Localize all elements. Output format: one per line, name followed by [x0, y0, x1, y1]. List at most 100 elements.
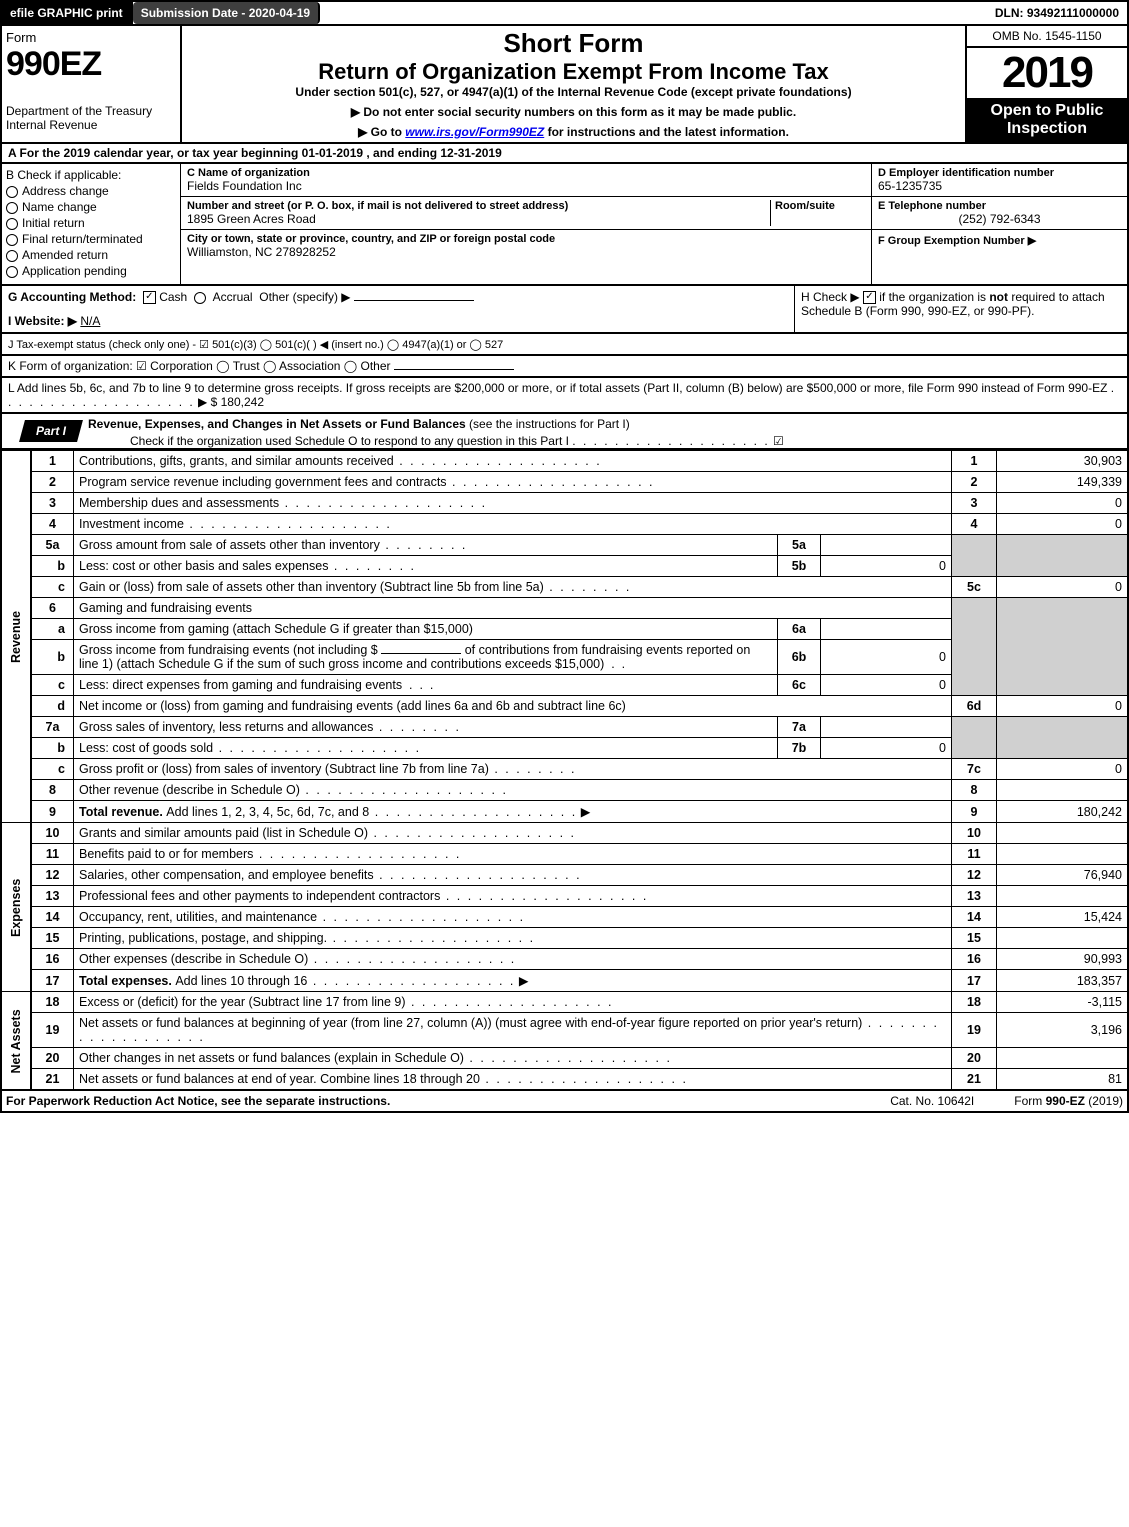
line-1-rn: 1 — [952, 451, 997, 472]
line-15-val — [997, 928, 1129, 949]
top-bar: efile GRAPHIC print Submission Date - 20… — [0, 0, 1129, 24]
ein-value: 65-1235735 — [878, 179, 1121, 193]
shaded-cell — [997, 717, 1129, 759]
line-12-val: 76,940 — [997, 865, 1129, 886]
line-6d-val: 0 — [997, 696, 1129, 717]
line-9-num: 9 — [31, 801, 74, 823]
phone-value: (252) 792-6343 — [878, 212, 1121, 226]
line-6c-num: c — [31, 675, 74, 696]
line-10-desc: Grants and similar amounts paid (list in… — [79, 826, 368, 840]
part-1-suffix: (see the instructions for Part I) — [469, 417, 630, 431]
box-g: G Accounting Method: Cash Accrual Other … — [2, 286, 794, 332]
under-section: Under section 501(c), 527, or 4947(a)(1)… — [188, 85, 959, 99]
check-cash[interactable] — [143, 291, 156, 304]
irs-link[interactable]: www.irs.gov/Form990EZ — [405, 125, 544, 139]
cash-label: Cash — [159, 290, 187, 304]
line-5b-iv: 0 — [821, 556, 952, 577]
row-gh: G Accounting Method: Cash Accrual Other … — [0, 286, 1129, 334]
cat-number: Cat. No. 10642I — [890, 1094, 974, 1108]
line-12-rn: 12 — [952, 865, 997, 886]
line-19-desc: Net assets or fund balances at beginning… — [79, 1016, 862, 1030]
line-17-num: 17 — [31, 970, 74, 992]
check-name-change[interactable]: Name change — [6, 200, 176, 214]
line-7a-num: 7a — [31, 717, 74, 738]
line-4-num: 4 — [31, 514, 74, 535]
page-footer: For Paperwork Reduction Act Notice, see … — [0, 1091, 1129, 1113]
schedule-o-check[interactable]: ☑ — [773, 434, 784, 448]
group-exempt-label: F Group Exemption Number ▶ — [878, 235, 1036, 247]
header-center: Short Form Return of Organization Exempt… — [182, 26, 967, 142]
efile-print-button[interactable]: efile GRAPHIC print — [2, 2, 133, 24]
shaded-cell — [952, 535, 997, 577]
check-schedule-b[interactable] — [863, 291, 876, 304]
accounting-method-label: G Accounting Method: — [8, 290, 136, 304]
part-1-table: Revenue 1 Contributions, gifts, grants, … — [0, 450, 1129, 1091]
line-6a-iv — [821, 619, 952, 640]
line-5b-num: b — [31, 556, 74, 577]
line-18-val: -3,115 — [997, 992, 1129, 1013]
other-specify-input[interactable] — [354, 300, 474, 301]
line-6c-desc: Less: direct expenses from gaming and fu… — [79, 678, 402, 692]
goto-prefix: ▶ Go to — [358, 125, 405, 139]
line-8-val — [997, 780, 1129, 801]
phone-label: E Telephone number — [878, 200, 1121, 212]
other-org-input[interactable] — [394, 369, 514, 370]
line-10-num: 10 — [31, 823, 74, 844]
line-5b-desc: Less: cost or other basis and sales expe… — [79, 559, 328, 573]
line-13-num: 13 — [31, 886, 74, 907]
line-1-val: 30,903 — [997, 451, 1129, 472]
line-13-desc: Professional fees and other payments to … — [79, 889, 440, 903]
line-20-rn: 20 — [952, 1048, 997, 1069]
line-9-desc-bold: Total revenue. — [79, 805, 166, 819]
line-15-rn: 15 — [952, 928, 997, 949]
line-17-val: 183,357 — [997, 970, 1129, 992]
short-form-title: Short Form — [188, 28, 959, 59]
line-19-rn: 19 — [952, 1013, 997, 1048]
check-amended-return[interactable]: Amended return — [6, 248, 176, 262]
check-final-return[interactable]: Final return/terminated — [6, 232, 176, 246]
line-6b-iv: 0 — [821, 640, 952, 675]
line-5a-in: 5a — [778, 535, 821, 556]
check-initial-return[interactable]: Initial return — [6, 216, 176, 230]
line-16-desc: Other expenses (describe in Schedule O) — [79, 952, 308, 966]
line-14-num: 14 — [31, 907, 74, 928]
header-right: OMB No. 1545-1150 2019 Open to Public In… — [967, 26, 1127, 142]
line-8-desc: Other revenue (describe in Schedule O) — [79, 783, 300, 797]
box-b-label: B Check if applicable: — [6, 168, 176, 182]
line-5a-iv — [821, 535, 952, 556]
check-application-pending[interactable]: Application pending — [6, 264, 176, 278]
part-1-sub: Check if the organization used Schedule … — [130, 434, 569, 448]
line-3-rn: 3 — [952, 493, 997, 514]
line-12-desc: Salaries, other compensation, and employ… — [79, 868, 374, 882]
line-7b-iv: 0 — [821, 738, 952, 759]
line-5c-val: 0 — [997, 577, 1129, 598]
line-2-rn: 2 — [952, 472, 997, 493]
line-3-val: 0 — [997, 493, 1129, 514]
line-9-desc2: Add lines 1, 2, 3, 4, 5c, 6d, 7c, and 8 — [166, 805, 369, 819]
check-address-change[interactable]: Address change — [6, 184, 176, 198]
tax-year: 2019 — [967, 48, 1127, 98]
line-20-val — [997, 1048, 1129, 1069]
header-left: Form 990EZ Department of the Treasury In… — [2, 26, 182, 142]
line-5a-num: 5a — [31, 535, 74, 556]
line-7a-iv — [821, 717, 952, 738]
form-footer: Form 990-EZ (2019) — [1014, 1094, 1123, 1108]
line-5c-rn: 5c — [952, 577, 997, 598]
line-13-rn: 13 — [952, 886, 997, 907]
check-accrual[interactable] — [194, 292, 206, 304]
arrow-icon: ▶ — [581, 805, 591, 819]
row-l-text: L Add lines 5b, 6c, and 7b to line 9 to … — [8, 381, 1107, 395]
line-7c-rn: 7c — [952, 759, 997, 780]
line-7b-in: 7b — [778, 738, 821, 759]
line-6b-amount-input[interactable] — [381, 653, 461, 654]
line-11-val — [997, 844, 1129, 865]
shaded-cell — [997, 535, 1129, 577]
line-19-val: 3,196 — [997, 1013, 1129, 1048]
row-k-form-org: K Form of organization: ☑ Corporation ◯ … — [0, 356, 1129, 378]
line-4-desc: Investment income — [79, 517, 184, 531]
shaded-cell — [952, 717, 997, 759]
line-21-rn: 21 — [952, 1069, 997, 1091]
netassets-side-label: Net Assets — [1, 992, 31, 1091]
line-11-rn: 11 — [952, 844, 997, 865]
warning-goto: ▶ Go to www.irs.gov/Form990EZ for instru… — [188, 125, 959, 139]
